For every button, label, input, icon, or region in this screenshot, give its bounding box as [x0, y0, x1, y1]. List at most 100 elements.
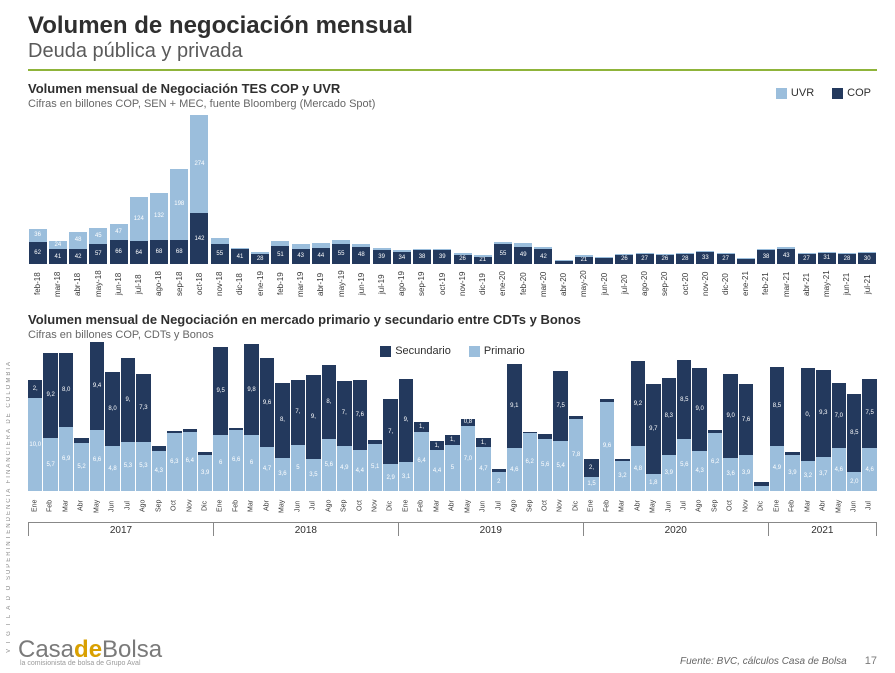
- bar-stack: 1,52,: [584, 459, 598, 491]
- bar-segment-primario: 0,5: [754, 486, 768, 491]
- bar-column: 6,41,: [414, 422, 428, 491]
- bar-stack: 263: [615, 254, 633, 264]
- bar-stack: 6,30,2: [167, 431, 181, 491]
- bar-stack: 303: [858, 252, 876, 264]
- bar-segment-secundario: 7,5: [553, 371, 567, 441]
- bar-value-label: 9,: [311, 414, 316, 420]
- bar-segment-cop: 43: [777, 249, 795, 264]
- bar-column: 69,5: [213, 347, 227, 491]
- bar-segment-cop: 44: [312, 248, 330, 264]
- bar-value-label: 41: [55, 254, 62, 260]
- bar-value-label: 39: [439, 254, 446, 260]
- bar-value-label: 3,6: [278, 471, 286, 477]
- bar-stack: 434: [777, 247, 795, 264]
- bar-stack: 41 24: [49, 241, 67, 264]
- bar-stack: 4,97,: [337, 381, 351, 492]
- bar-stack: 4,41,: [430, 441, 444, 491]
- bar-value-label: 7,5: [556, 403, 564, 409]
- bar-column: 5,60,5: [538, 434, 552, 491]
- x-axis-label: Sep: [708, 493, 722, 519]
- bar-column: 4,97,: [337, 381, 351, 492]
- bar-column: 183: [595, 257, 614, 264]
- bar-segment-secundario: 1,: [430, 441, 444, 450]
- bar-stack: 4312: [292, 244, 310, 264]
- x-axis-label: ago-19: [392, 266, 411, 302]
- bar-column: 5517: [210, 238, 229, 264]
- bar-stack: 313: [818, 252, 836, 264]
- bar-value-label: 57: [95, 251, 102, 257]
- x-axis-label: Abr: [74, 493, 88, 519]
- bar-column: 273: [635, 253, 654, 264]
- x-axis-label: Ene: [28, 493, 42, 519]
- x-axis-label: jul-19: [372, 266, 391, 302]
- bar-value-label: 38: [419, 254, 426, 260]
- bar-segment-secundario: 0,2: [229, 428, 243, 430]
- bar-stack: 6,41,: [414, 422, 428, 491]
- bar-value-label: 42: [540, 254, 547, 260]
- bar-segment-primario: 3,9: [662, 455, 676, 491]
- bar-stack: 3,69,0: [723, 374, 737, 491]
- x-axis-label: nov-19: [453, 266, 472, 302]
- x-axis-label: Ago: [136, 493, 150, 519]
- bar-segment-secundario: 7,: [337, 381, 351, 446]
- bar-stack: 68198: [170, 169, 188, 264]
- bar-column: 5,47,5: [553, 371, 567, 491]
- bar-segment-uvr: 24: [49, 241, 67, 250]
- x-axis-label: Mar: [244, 493, 258, 519]
- bar-column: 313: [817, 252, 836, 264]
- x-axis-label: ene-21: [736, 266, 755, 302]
- x-axis-label: feb-18: [28, 266, 47, 302]
- bar-value-label: 24: [55, 242, 62, 248]
- bar-value-label: 7,6: [356, 412, 364, 418]
- bar-stack: 6,69,4: [90, 342, 104, 491]
- bar-stack: 415: [231, 248, 249, 264]
- bar-segment-uvr: 3: [575, 255, 593, 256]
- bar-value-label: 21: [479, 257, 486, 263]
- legend-swatch: [380, 346, 391, 357]
- bar-value-label: 9,2: [47, 392, 55, 398]
- bar-stack: 5,39,: [121, 358, 135, 491]
- bar-stack: 5517: [211, 238, 229, 264]
- x-axis-label: may-20: [574, 266, 593, 302]
- bar-stack: 263: [656, 254, 674, 264]
- bar-column: 4,30,5: [152, 446, 166, 491]
- bar-value-label: 3,9: [665, 470, 673, 476]
- bar-segment-cop: 66: [110, 240, 128, 264]
- legend-label: Primario: [484, 345, 525, 357]
- bar-segment-secundario: 1,: [414, 422, 428, 431]
- bar-segment-primario: 4,6: [507, 448, 521, 491]
- bar-segment-uvr: 6: [251, 252, 269, 254]
- bar-stack: 4,67,0: [832, 383, 846, 491]
- bar-value-label: 68: [156, 249, 163, 255]
- x-axis-label: Oct: [353, 493, 367, 519]
- bar-stack: 4,89,2: [631, 361, 645, 491]
- bar-column: 3,97,6: [739, 384, 753, 491]
- bar-segment-primario: 4,7: [260, 447, 274, 491]
- bar-column: 6236: [28, 229, 47, 264]
- bar-stack: 5512: [332, 240, 350, 264]
- bar-stack: 69,8: [244, 344, 258, 491]
- bar-value-label: 5,3: [124, 463, 132, 469]
- bar-value-label: 27: [641, 256, 648, 262]
- bar-column: 303: [858, 252, 877, 264]
- bar-segment-cop: 49: [514, 247, 532, 265]
- bar-column: 6,69,4: [90, 342, 104, 491]
- bar-segment-secundario: 9,6: [260, 358, 274, 447]
- bar-segment-primario: 6,2: [708, 433, 722, 491]
- bar-stack: 6,20,2: [523, 432, 537, 491]
- bar-value-label: 6: [250, 460, 253, 466]
- bar-value-label: 30: [864, 256, 871, 262]
- bar-segment-primario: 5: [291, 445, 305, 491]
- bar-column: 4,47,6: [353, 380, 367, 491]
- bar-value-label: 8,: [326, 399, 331, 405]
- x-axis-label: oct-20: [676, 266, 695, 302]
- x-axis-label: abr-20: [554, 266, 573, 302]
- bar-value-label: 5,1: [371, 464, 379, 470]
- bar-column: 5,39,: [121, 358, 135, 491]
- bar-segment-cop: 27: [798, 254, 816, 264]
- bar-segment-secundario: 0,3: [785, 452, 799, 455]
- bar-segment-cop: 57: [89, 244, 107, 264]
- bar-value-label: 7,5: [866, 410, 874, 416]
- bar-segment-cop: 21: [575, 257, 593, 265]
- bar-value-label: 27: [722, 256, 729, 262]
